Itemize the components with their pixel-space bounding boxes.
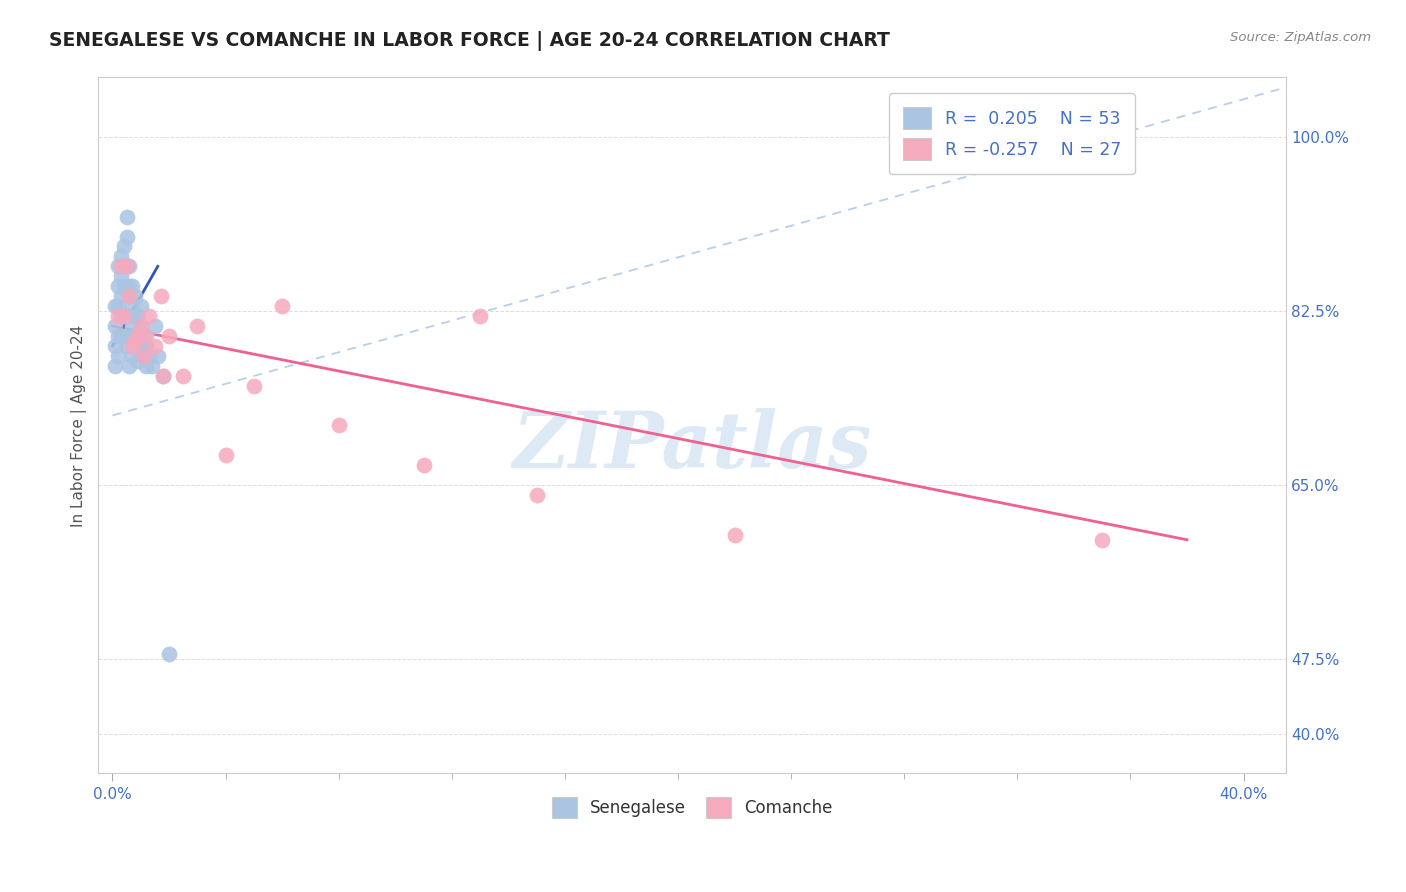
- Point: [141, 359, 163, 373]
- Point: [115, 260, 138, 274]
- Point: [129, 339, 152, 353]
- Point: [129, 318, 152, 333]
- Point: [127, 353, 149, 368]
- Point: [115, 284, 138, 298]
- Point: [124, 309, 146, 323]
- Point: [143, 339, 166, 353]
- Point: [107, 279, 129, 293]
- Point: [186, 318, 208, 333]
- Point: [328, 418, 350, 433]
- Point: [115, 339, 138, 353]
- Y-axis label: In Labor Force | Age 20-24: In Labor Force | Age 20-24: [72, 325, 87, 526]
- Point: [124, 334, 146, 348]
- Point: [112, 260, 135, 274]
- Point: [121, 279, 143, 293]
- Point: [104, 339, 127, 353]
- Text: Source: ZipAtlas.com: Source: ZipAtlas.com: [1230, 31, 1371, 45]
- Point: [118, 260, 141, 274]
- Point: [107, 299, 129, 313]
- Point: [112, 239, 135, 253]
- Point: [121, 349, 143, 363]
- Point: [110, 289, 132, 303]
- Point: [138, 349, 160, 363]
- Point: [124, 289, 146, 303]
- Point: [115, 309, 138, 323]
- Point: [112, 309, 135, 323]
- Point: [152, 368, 174, 383]
- Point: [124, 329, 146, 343]
- Point: [104, 359, 127, 373]
- Point: [110, 269, 132, 284]
- Point: [110, 309, 132, 323]
- Point: [115, 210, 138, 224]
- Point: [152, 368, 174, 383]
- Point: [412, 458, 434, 473]
- Point: [526, 488, 548, 502]
- Point: [127, 329, 149, 343]
- Point: [107, 260, 129, 274]
- Point: [157, 329, 180, 343]
- Point: [107, 329, 129, 343]
- Point: [112, 279, 135, 293]
- Point: [127, 309, 149, 323]
- Point: [468, 309, 491, 323]
- Point: [112, 329, 135, 343]
- Point: [129, 318, 152, 333]
- Point: [132, 349, 155, 363]
- Point: [118, 289, 141, 303]
- Text: ZIPatlas: ZIPatlas: [512, 408, 872, 484]
- Point: [118, 279, 141, 293]
- Point: [132, 329, 155, 343]
- Point: [132, 349, 155, 363]
- Text: SENEGALESE VS COMANCHE IN LABOR FORCE | AGE 20-24 CORRELATION CHART: SENEGALESE VS COMANCHE IN LABOR FORCE | …: [49, 31, 890, 51]
- Point: [121, 339, 143, 353]
- Point: [723, 528, 745, 542]
- Point: [157, 647, 180, 661]
- Point: [127, 329, 149, 343]
- Point: [104, 299, 127, 313]
- Point: [146, 349, 169, 363]
- Point: [135, 329, 157, 343]
- Point: [214, 448, 236, 462]
- Point: [110, 249, 132, 263]
- Point: [115, 260, 138, 274]
- Point: [107, 349, 129, 363]
- Point: [135, 339, 157, 353]
- Point: [129, 299, 152, 313]
- Point: [118, 309, 141, 323]
- Point: [138, 309, 160, 323]
- Point: [110, 329, 132, 343]
- Point: [243, 378, 266, 392]
- Point: [1091, 533, 1114, 547]
- Legend: Senegalese, Comanche: Senegalese, Comanche: [546, 790, 839, 824]
- Point: [121, 299, 143, 313]
- Point: [149, 289, 172, 303]
- Point: [118, 329, 141, 343]
- Point: [104, 318, 127, 333]
- Point: [121, 318, 143, 333]
- Point: [115, 229, 138, 244]
- Point: [118, 359, 141, 373]
- Point: [107, 309, 129, 323]
- Point: [110, 260, 132, 274]
- Point: [172, 368, 194, 383]
- Point: [143, 318, 166, 333]
- Point: [271, 299, 294, 313]
- Point: [135, 359, 157, 373]
- Point: [112, 309, 135, 323]
